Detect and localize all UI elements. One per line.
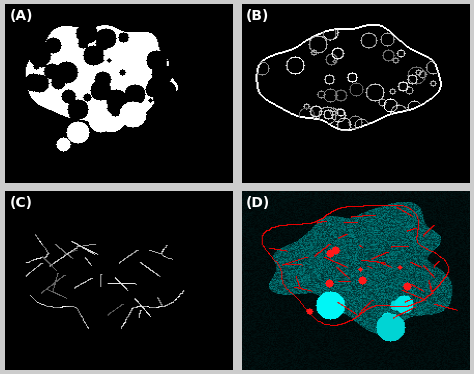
Text: (A): (A) xyxy=(9,9,33,23)
Text: (D): (D) xyxy=(246,196,270,210)
Text: (B): (B) xyxy=(246,9,270,23)
Text: (C): (C) xyxy=(9,196,32,210)
